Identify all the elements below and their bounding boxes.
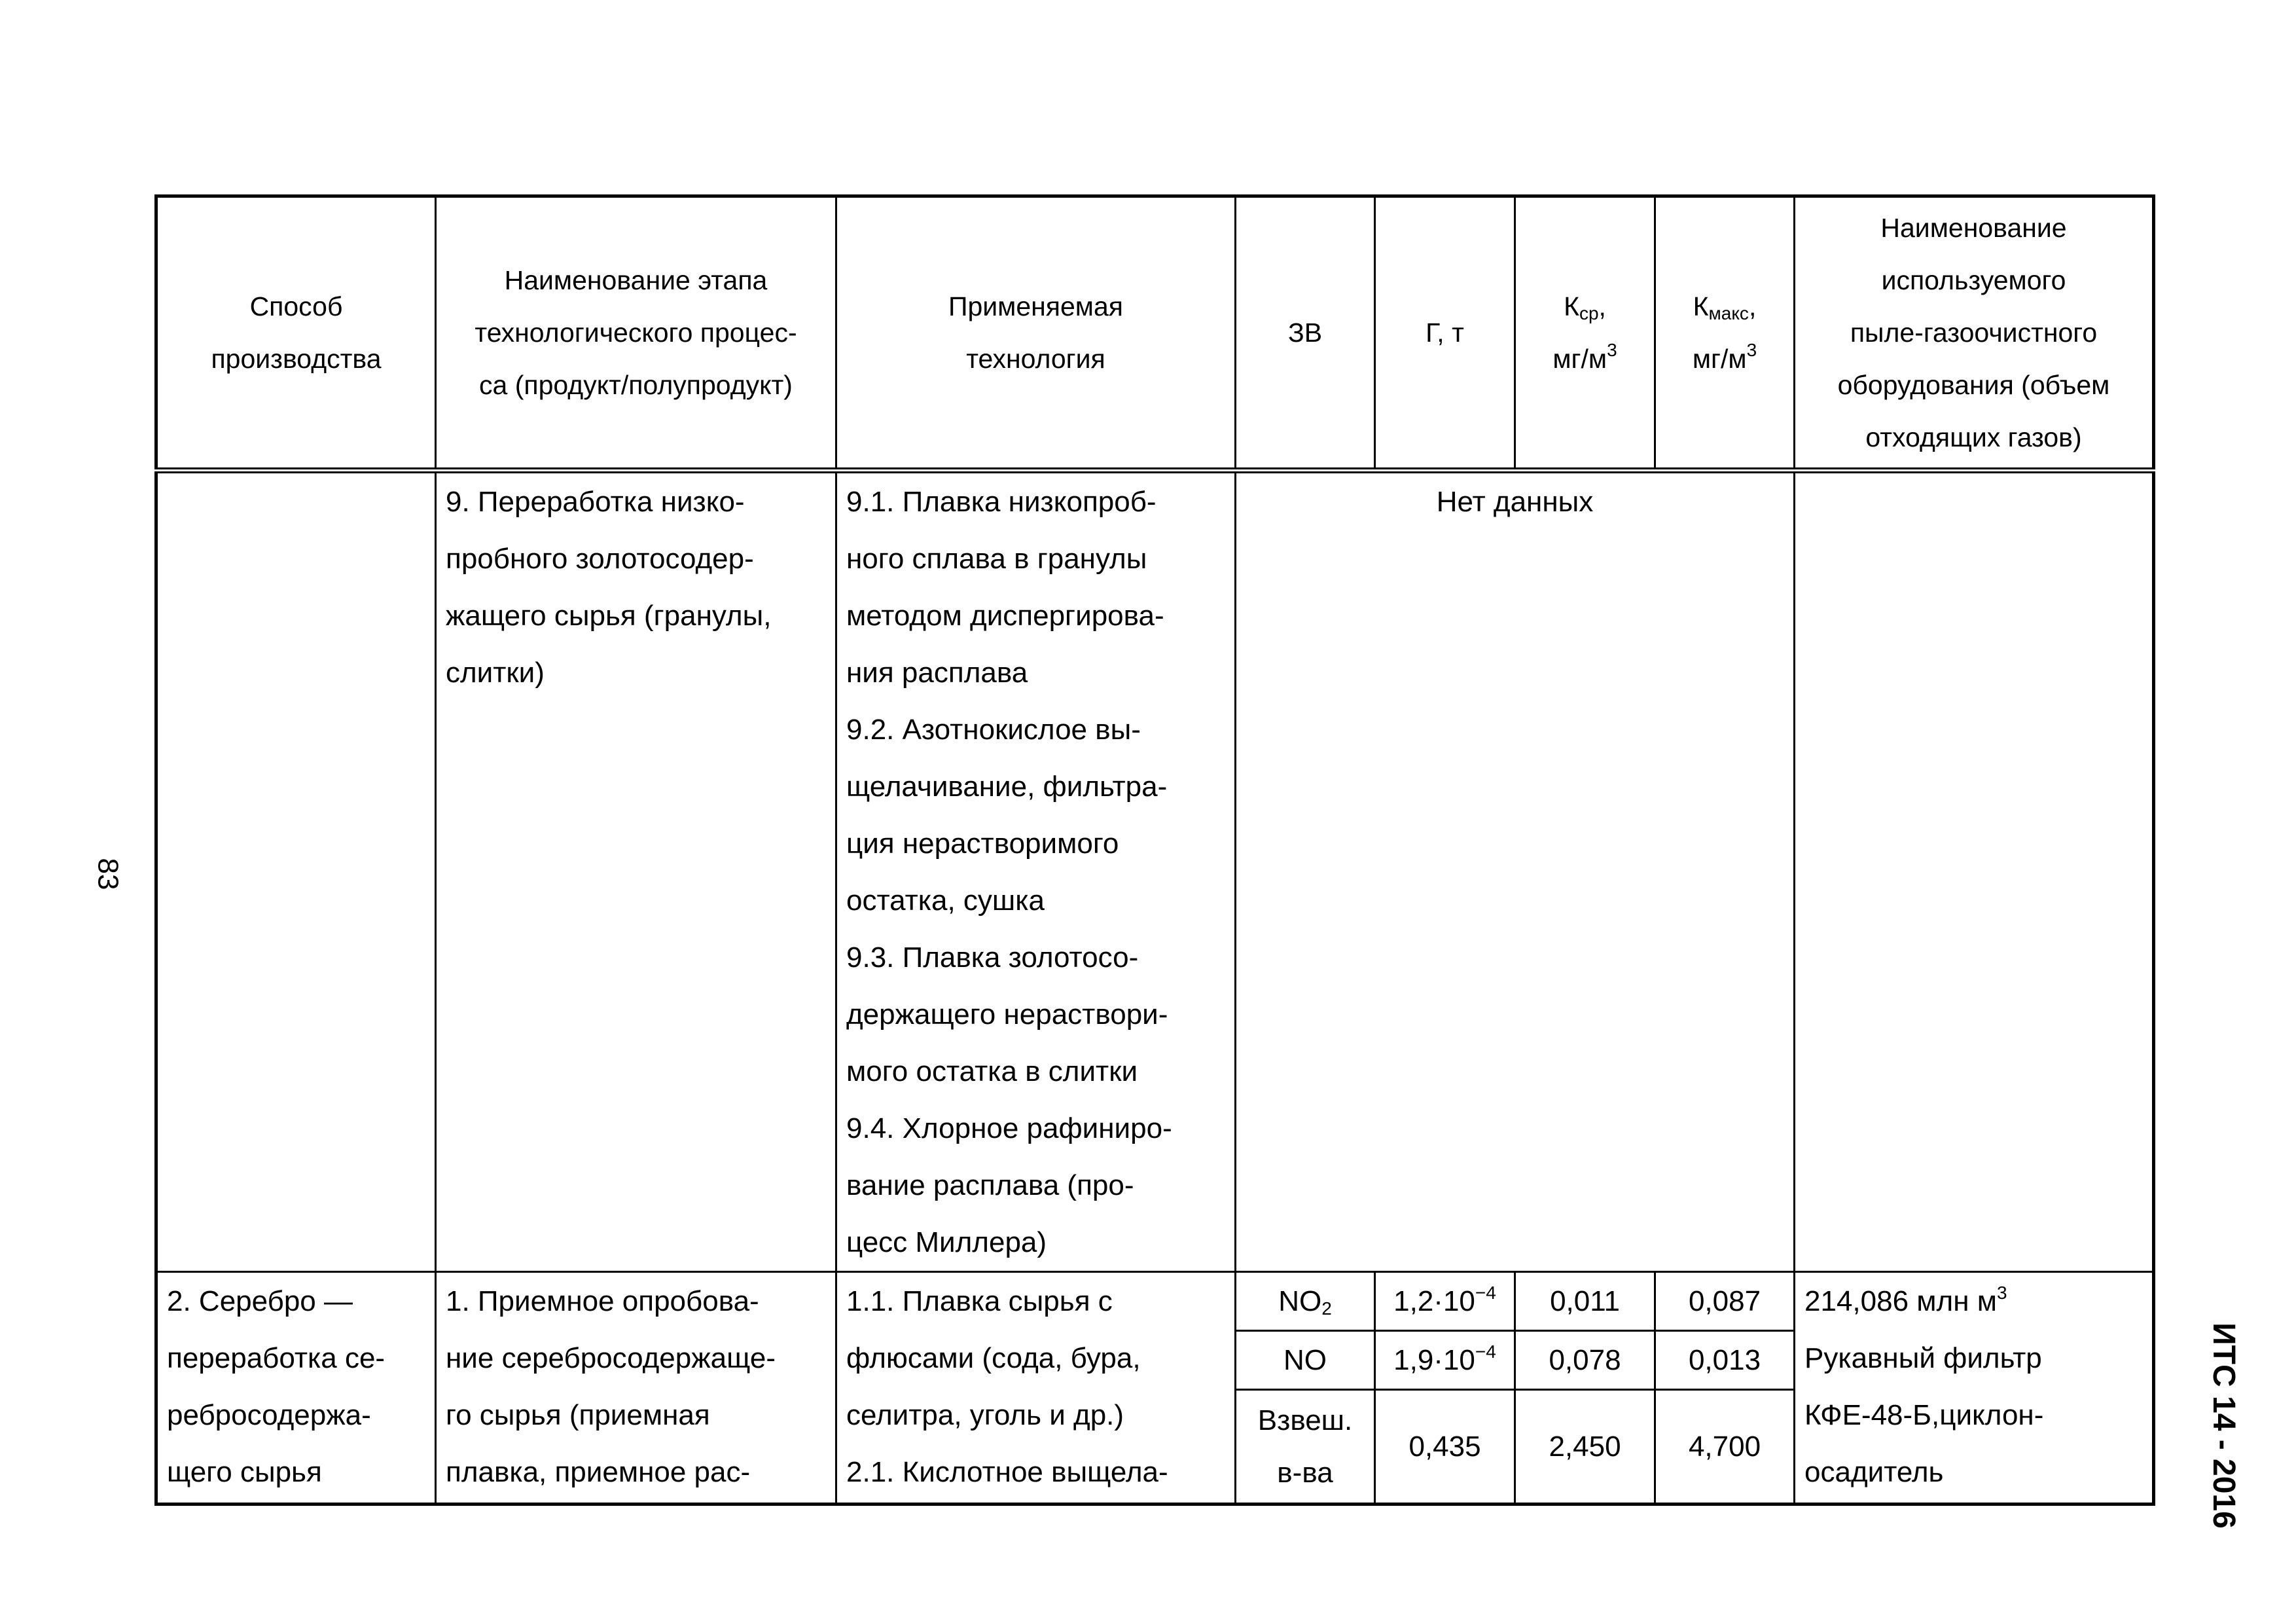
table-row: Взвеш. в-ва 0,435 2,450 4,700 [156,1389,2154,1505]
cell-k-avg: 0,078 [1514,1330,1656,1391]
k-avg-suffix: , [1598,291,1606,321]
k-max-symbol: К [1693,291,1709,321]
cell-g: 1,2·10−4 [1374,1271,1516,1332]
cell-k-max: 4,700 [1654,1389,1795,1505]
cell-pollutant: NO2 [1234,1271,1376,1332]
emissions-table: Способ производства Наименование этапа т… [154,194,2155,1506]
g-value: 1,2·10 [1393,1285,1475,1317]
k-avg-unit: мг/м [1552,344,1607,374]
cell-equipment [1793,469,2155,1273]
table-row: 2. Серебро — переработка се- ребросодерж… [155,1271,2155,1505]
k-avg-unit-sup: 3 [1607,340,1617,360]
k-max-unit-sup: 3 [1746,340,1757,360]
gas-volume-sup: 3 [1996,1283,2007,1303]
cell-equipment: 214,086 млн м3 Рукавный фильтр КФЕ-48-Б,… [1793,1271,2155,1505]
pollutant-name: NO [1278,1285,1322,1317]
cell-k-max: 0,013 [1654,1330,1795,1391]
g-value: 1,9·10 [1393,1344,1475,1376]
header-g: Г, т [1374,195,1516,473]
k-max-unit: мг/м [1692,344,1747,374]
header-stage: Наименование этапа технологического проц… [435,195,837,473]
document-code: ИТС 14 - 2016 [2206,1322,2241,1529]
cell-no-data: Нет данных [1234,469,1795,1273]
cell-method [155,469,437,1273]
header-method: Способ производства [155,195,437,473]
cell-pollutant: Взвеш. в-ва [1234,1389,1376,1505]
cell-k-max: 0,087 [1654,1271,1795,1332]
pollutant-sub: 2 [1321,1298,1332,1319]
header-equipment: Наименование используемого пыле-газоочис… [1793,195,2155,473]
header-k-max: Кмакс, мг/м3 [1654,195,1795,473]
cell-stage: 1. Приемное опробова- ние серебросодержа… [435,1271,837,1505]
cell-stage: 9. Переработка низко- пробного золотосод… [435,469,837,1273]
equipment-name: Рукавный фильтр КФЕ-48-Б,циклон- осадите… [1804,1342,2044,1488]
table-header-row: Способ производства Наименование этапа т… [155,195,2155,473]
cell-technology: 9.1. Плавка низкопроб- ного сплава в гра… [835,469,1236,1273]
k-max-sub: макс [1708,303,1749,323]
table-row: NO 1,9·10−4 0,078 0,013 [156,1330,2154,1391]
k-max-suffix: , [1748,291,1757,321]
table-row: 9. Переработка низко- пробного золотосод… [155,469,2155,1273]
cell-method: 2. Серебро — переработка се- ребросодерж… [155,1271,437,1505]
cell-g: 1,9·10−4 [1374,1330,1516,1391]
header-technology: Применяемая технология [835,195,1236,473]
cell-k-avg: 2,450 [1514,1389,1656,1505]
header-k-avg: Кср, мг/м3 [1514,195,1656,473]
cell-pollutant: NO [1234,1330,1376,1391]
k-avg-sub: ср [1579,303,1599,323]
cell-k-avg: 0,011 [1514,1271,1656,1332]
g-exponent: −4 [1475,1283,1496,1303]
cell-g: 0,435 [1374,1389,1516,1505]
page-number: 83 [92,858,124,890]
cell-technology: 1.1. Плавка сырья с флюсами (сода, бура,… [835,1271,1236,1505]
gas-volume: 214,086 млн м [1804,1285,1997,1317]
k-avg-symbol: К [1564,291,1579,321]
pollutant-name: NO [1283,1344,1327,1376]
g-exponent: −4 [1475,1341,1496,1362]
header-pollutant: ЗВ [1234,195,1376,473]
